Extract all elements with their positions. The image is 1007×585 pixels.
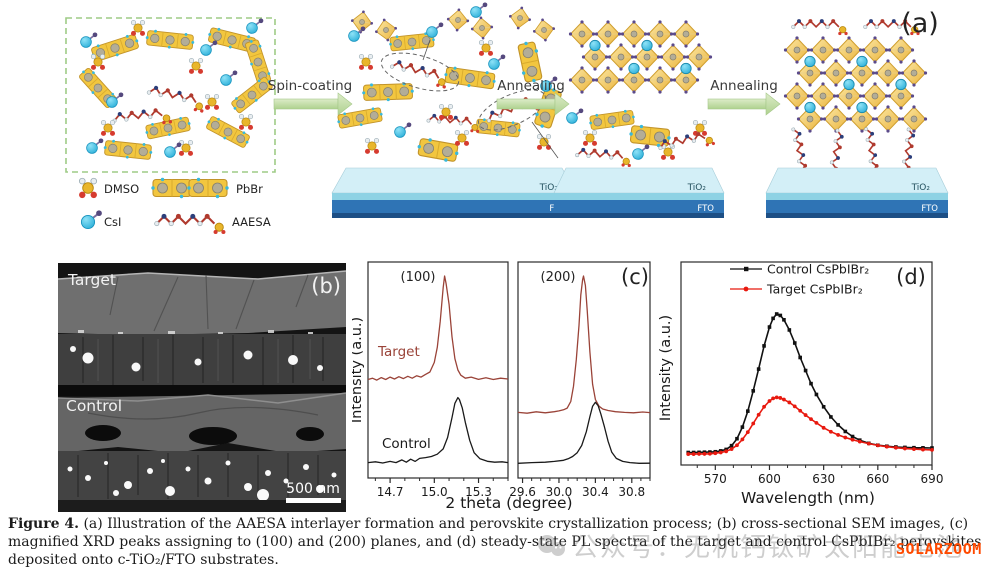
panel-a-label: (a) [901,8,939,39]
csi-icon [80,209,103,230]
pbbr-icon [150,177,194,199]
stage-final-perovskite: TiO₂ FTO [765,18,949,218]
tio2-label: TiO₂ [687,183,707,193]
svg-text:690: 690 [921,472,944,486]
tio2-label: TiO₂ [911,183,931,193]
caption-text: (a) Illustration of the AAESA interlayer… [8,516,982,568]
chart-xrd_100: 14.7 15.0 15.3 [367,261,509,499]
xrd-200-peak-label: (200) [541,270,576,285]
tio2-label: TiO₂ [539,183,559,193]
fto-label: FTO [921,204,938,214]
brand-watermark: SOLARZOOM [896,540,982,558]
substrate: TiO₂ FTO [553,167,725,218]
xrd-target-label: Target [377,344,420,360]
pl-legend: Control CsPbIBr₂ Target CsPbIBr₂ [730,262,869,297]
panel-c-xrd-chart: 29.6 30.0 30.4 30.8 14.7 15.0 15.3 (100) (200)… [352,261,651,512]
pl-y-axis-label: Intensity (a.u.) [658,315,674,421]
legend-csi-label: CsI [104,215,121,229]
substrate: TiO₂ FTO [765,167,949,218]
aaesa-icon [153,212,227,236]
svg-text:630: 630 [812,472,835,486]
pl-legend-control: Control CsPbIBr₂ [767,262,869,277]
legend-dmso-label: DMSO [104,182,139,196]
annealing-arrow-2: Annealing [707,78,781,116]
panel-b-label: (b) [311,274,341,298]
svg-text:30.8: 30.8 [618,485,645,499]
control-marker-icon [744,266,749,272]
substrate: TiO₂ FTO [331,167,577,218]
chart-pl: 570 600 630 660 690 [680,261,944,486]
svg-text:30.4: 30.4 [582,485,609,499]
annealing-label-1: Annealing [497,78,565,94]
spin-coating-arrow: Spin-coating [268,78,353,116]
sem-control-label: Control [66,397,122,415]
xrd-y-axis-label: Intensity (a.u.) [352,317,365,423]
panel-a-illustration: DMSO PbBr CsI AAESA Spin-coating [65,1,949,236]
svg-text:29.6: 29.6 [509,485,536,499]
legend-pbbr-label: PbBr [236,182,263,196]
xrd-x-axis-label: 2 theta (degree) [445,494,572,512]
sem-target-label: Target [67,271,116,289]
panel-d-pl-chart: 570 600 630 660 690 Control CsPbIBr₂ Target … [658,261,944,507]
stage-spin-coated-film: TiO₂ FTO [331,1,577,218]
figure-caption: Figure 4. (a) Illustration of the AAESA … [8,516,1000,570]
pl-legend-target: Target CsPbIBr₂ [766,282,863,297]
pl-x-axis-label: Wavelength (nm) [741,489,875,507]
svg-text:570: 570 [704,472,727,486]
svg-text:15.0: 15.0 [421,485,448,499]
xrd-100-peak-label: (100) [401,270,436,285]
panel-d-label: (d) [896,265,926,289]
spin-coating-label: Spin-coating [268,78,352,94]
dmso-icon [78,177,98,199]
precursor-solution-box [65,17,276,173]
scale-bar [286,498,341,503]
target-marker-icon [743,286,749,292]
annealing-label-2: Annealing [710,78,778,94]
svg-text:15.3: 15.3 [465,485,492,499]
svg-text:660: 660 [866,472,889,486]
svg-text:30.0: 30.0 [546,485,573,499]
molecule-legend: DMSO PbBr CsI AAESA [78,177,271,236]
stage-intermediate-annealing: TiO₂ FTO [553,19,725,218]
chart-xrd_200: 29.6 30.0 30.4 30.8 [509,261,651,499]
annealing-arrow-1: Annealing [496,78,570,116]
svg-text:600: 600 [758,472,781,486]
panel-b-sem-image: Target (b) Control 500 nm [58,263,346,512]
fto-label: FTO [697,204,714,214]
panel-c-label: (c) [621,265,649,289]
legend-aaesa-label: AAESA [232,215,271,229]
caption-label: Figure 4. [8,516,79,532]
svg-text:14.7: 14.7 [377,485,404,499]
scalebar-label: 500 nm [286,481,340,497]
xrd-control-label: Control [382,436,431,452]
